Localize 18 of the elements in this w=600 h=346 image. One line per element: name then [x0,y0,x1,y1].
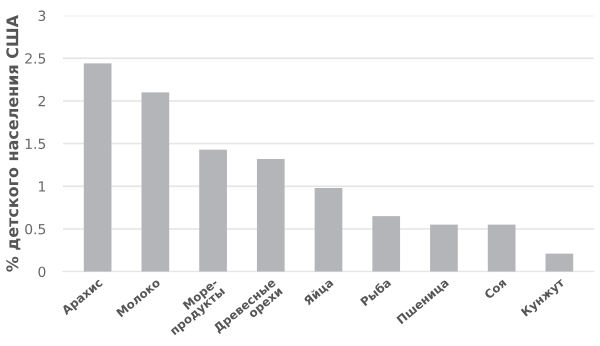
bar [314,188,342,272]
bar [488,224,516,272]
bar [84,63,112,272]
y-axis-title: % детского населения США [6,15,20,272]
bar [430,224,458,272]
bar [372,216,400,272]
y-tick-label: 0.5 [25,224,46,234]
y-tick-label: 2 [38,96,45,106]
y-tick-label: 1.5 [26,138,46,150]
bar [256,158,285,272]
bar [141,92,170,272]
bar [546,254,574,272]
y-tick-label: 0 [38,266,46,278]
y-tick-label: 1 [39,181,46,192]
x-tick-label: Соя [484,278,507,300]
bar [199,150,227,272]
y-tick-label: 2.5 [25,53,46,64]
y-tick-label: 3 [38,10,46,22]
